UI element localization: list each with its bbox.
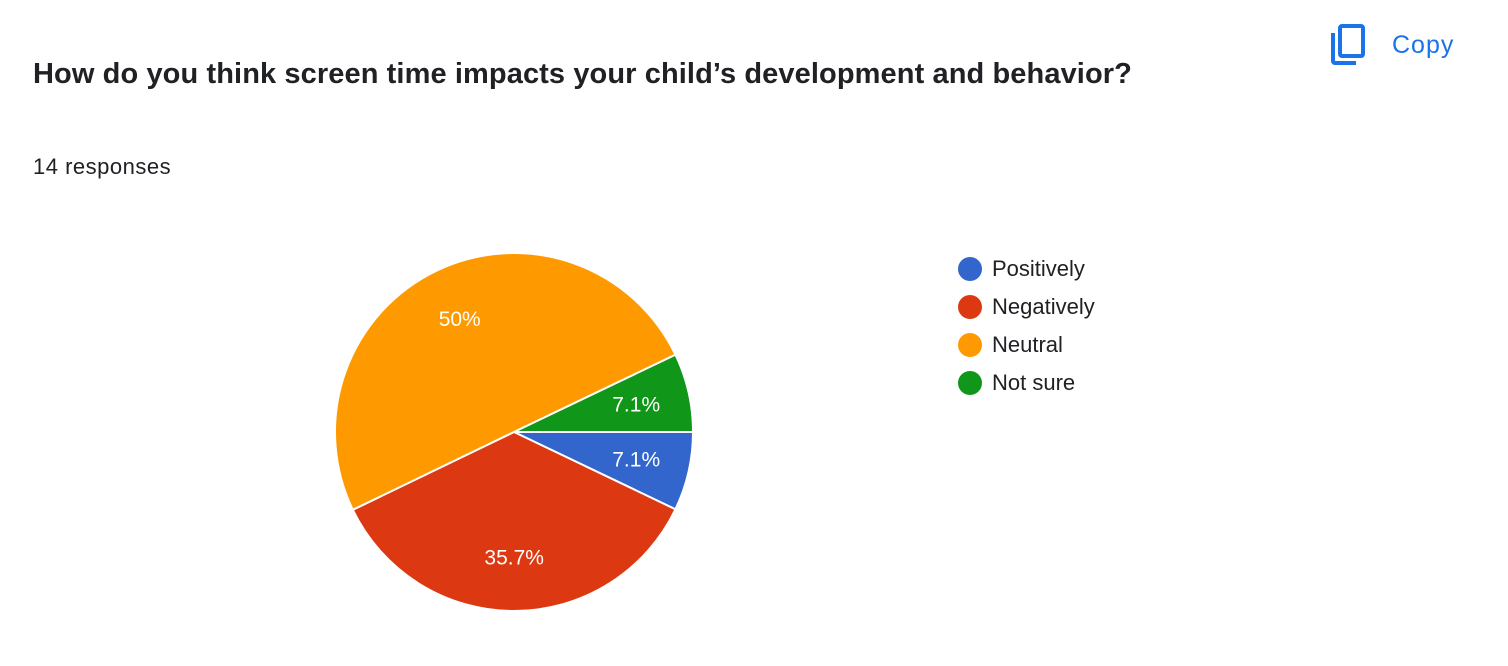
legend-swatch	[958, 257, 982, 281]
slice-label-negatively: 35.7%	[484, 546, 544, 569]
legend-label: Not sure	[992, 370, 1076, 395]
legend-item-neutral[interactable]: Neutral	[958, 326, 1095, 364]
legend-swatch	[958, 295, 982, 319]
slice-label-positively: 7.1%	[612, 449, 660, 472]
legend-label: Positively	[992, 256, 1085, 281]
legend-item-positively[interactable]: Positively	[958, 250, 1095, 288]
copy-label: Copy	[1392, 30, 1455, 59]
chart-legend: Positively Negatively Neutral Not sure	[958, 250, 1095, 402]
question-title: How do you think screen time impacts you…	[33, 58, 1132, 90]
pie-slice-not-sure[interactable]	[513, 353, 695, 433]
pie-slice-neutral[interactable]	[334, 252, 677, 512]
legend-item-not-sure[interactable]: Not sure	[958, 364, 1095, 402]
legend-swatch	[958, 371, 982, 395]
legend-item-negatively[interactable]: Negatively	[958, 288, 1095, 326]
copy-icon	[1331, 24, 1365, 65]
legend-swatch	[958, 333, 982, 357]
response-count: 14 responses	[33, 154, 172, 179]
legend-label: Negatively	[992, 294, 1095, 319]
slice-label-neutral: 50%	[439, 308, 481, 331]
legend-label: Neutral	[992, 332, 1063, 357]
pie-slice-negatively[interactable]	[351, 430, 677, 612]
copy-button[interactable]: Copy	[1330, 22, 1454, 68]
slice-label-not-sure: 7.1%	[612, 393, 660, 416]
